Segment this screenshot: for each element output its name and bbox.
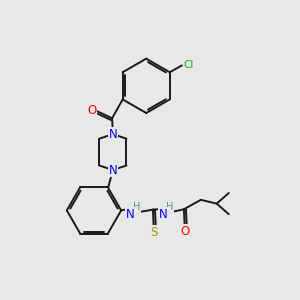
Text: O: O — [180, 225, 189, 238]
Text: N: N — [126, 208, 135, 221]
Text: O: O — [87, 104, 96, 117]
Text: S: S — [150, 226, 157, 239]
Text: N: N — [109, 164, 117, 176]
Text: H: H — [166, 202, 173, 212]
Text: H: H — [133, 202, 141, 212]
Text: Cl: Cl — [184, 60, 194, 70]
Text: N: N — [159, 208, 168, 221]
Text: N: N — [109, 128, 117, 141]
